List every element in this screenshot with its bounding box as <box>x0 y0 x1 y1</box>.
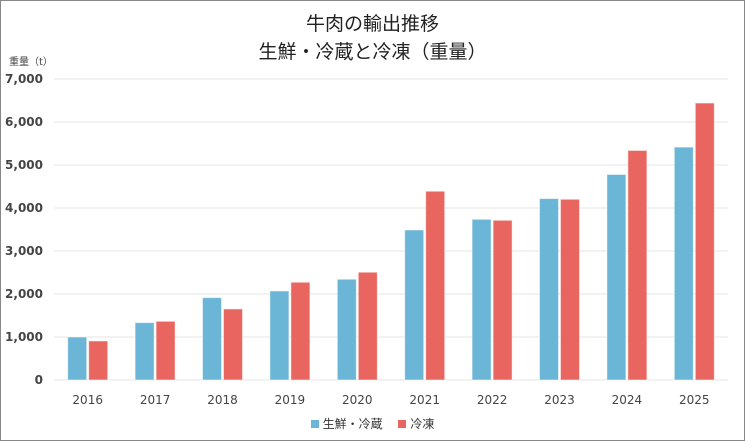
y-axis-label: 重量（t） <box>9 57 53 68</box>
legend-label: 冷凍 <box>410 417 435 431</box>
legend: 生鮮・冷蔵 冷凍 <box>1 415 744 432</box>
bar-frozen-2021 <box>425 190 446 381</box>
bar-frozen-2017 <box>155 320 176 381</box>
x-tick-label: 2017 <box>140 393 171 407</box>
x-tick-label: 2024 <box>612 393 643 407</box>
bar-fresh-2021 <box>404 229 425 381</box>
bar-fresh-2024 <box>606 174 627 381</box>
y-tick-label: 1,000 <box>5 330 43 344</box>
x-tick-label: 2018 <box>207 393 238 407</box>
y-tick-label: 7,000 <box>5 72 43 86</box>
bar-frozen-2016 <box>88 340 109 381</box>
bar-fresh-2018 <box>202 297 222 381</box>
x-tick-label: 2016 <box>72 393 103 407</box>
x-tick-label: 2022 <box>477 393 508 407</box>
y-tick-label: 0 <box>35 373 43 387</box>
bar-frozen-2018 <box>223 308 243 381</box>
y-tick-label: 2,000 <box>5 287 43 301</box>
x-tick-label: 2025 <box>679 393 710 407</box>
bar-fresh-2025 <box>673 146 694 381</box>
bar-frozen-2020 <box>357 271 378 381</box>
legend-swatch <box>310 419 319 428</box>
bar-fresh-2020 <box>336 278 357 381</box>
bar-frozen-2025 <box>694 102 715 381</box>
chart-subtitle: 生鮮・冷蔵と冷凍（重量） <box>258 41 487 63</box>
bar-fresh-2019 <box>269 290 290 381</box>
bar-fresh-2022 <box>471 218 492 381</box>
legend-item-fresh: 生鮮・冷蔵 <box>310 415 383 432</box>
x-tick-label: 2020 <box>342 393 373 407</box>
bar-frozen-2019 <box>290 281 311 381</box>
bar-frozen-2023 <box>560 198 580 381</box>
bar-fresh-2017 <box>134 322 155 381</box>
y-tick-label: 6,000 <box>5 115 43 129</box>
x-tick-label: 2023 <box>544 393 575 407</box>
y-tick-label: 5,000 <box>5 158 43 172</box>
bar-fresh-2023 <box>539 198 559 381</box>
chart-title: 牛肉の輸出推移 <box>305 13 439 35</box>
legend-item-frozen: 冷凍 <box>398 415 434 432</box>
bar-frozen-2024 <box>627 149 648 381</box>
y-tick-label: 3,000 <box>5 244 43 258</box>
y-tick-label: 4,000 <box>5 201 43 215</box>
x-tick-label: 2021 <box>409 393 440 407</box>
legend-swatch <box>398 419 407 428</box>
bar-fresh-2016 <box>67 336 88 381</box>
x-tick-label: 2019 <box>275 393 306 407</box>
bar-frozen-2022 <box>492 219 513 381</box>
legend-label: 生鮮・冷蔵 <box>322 417 383 431</box>
